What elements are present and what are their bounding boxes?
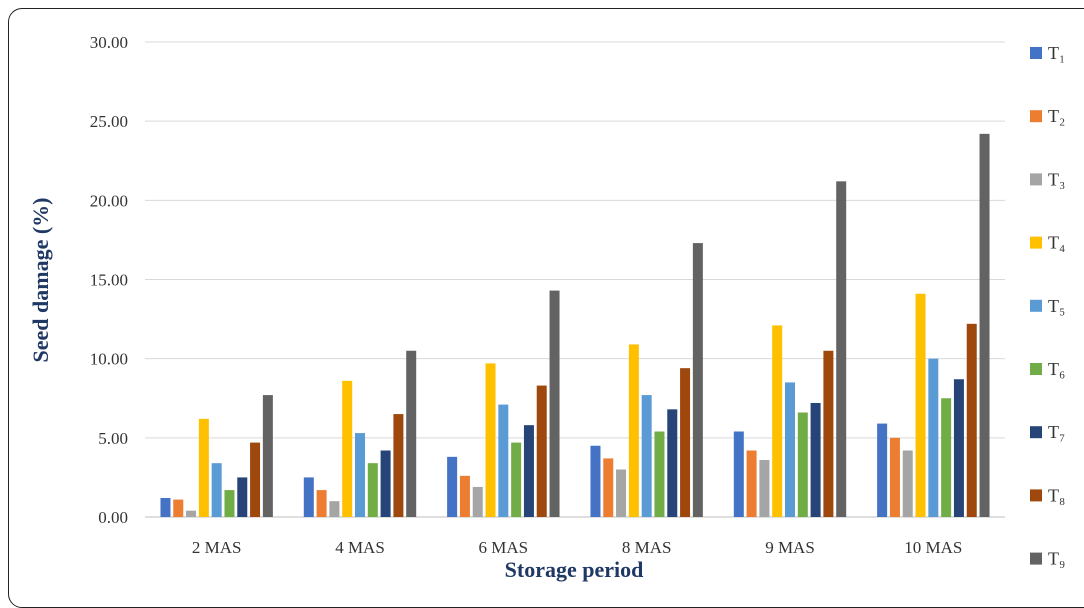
legend-swatch xyxy=(1030,173,1042,186)
legend-label: T₃ xyxy=(1048,169,1065,189)
x-tick-label: 6 MAS xyxy=(479,538,529,557)
bar-2-mas-series-7 xyxy=(237,477,248,517)
legend-swatch xyxy=(1030,426,1042,439)
bar-6-mas-series-2 xyxy=(459,475,470,517)
bar-2-mas-series-5 xyxy=(211,463,222,517)
bar-2-mas-series-9 xyxy=(262,395,273,517)
bar-9-mas-series-9 xyxy=(836,181,847,518)
bar-4-mas-series-6 xyxy=(367,463,378,517)
x-tick-label: 9 MAS xyxy=(765,538,815,557)
x-tick-label: 10 MAS xyxy=(904,538,962,557)
bar-8-mas-series-1 xyxy=(590,445,601,517)
y-tick-label: 25.00 xyxy=(90,112,128,131)
bar-2-mas-series-1 xyxy=(160,498,171,517)
bar-10-mas-series-1 xyxy=(877,423,888,517)
legend-label: T₉ xyxy=(1048,549,1065,569)
bar-2-mas-series-2 xyxy=(173,499,184,517)
bar-4-mas-series-3 xyxy=(329,501,340,517)
y-tick-label: 15.00 xyxy=(90,271,128,290)
bar-2-mas-series-8 xyxy=(250,442,261,517)
legend-swatch xyxy=(1030,552,1042,565)
bar-4-mas-series-8 xyxy=(393,414,404,517)
bar-6-mas-series-5 xyxy=(498,404,509,517)
bar-2-mas-series-4 xyxy=(198,418,209,517)
x-tick-label: 2 MAS xyxy=(192,538,242,557)
bar-6-mas-series-9 xyxy=(549,290,560,517)
legend-label: T₈ xyxy=(1048,485,1065,505)
bar-10-mas-series-2 xyxy=(889,437,900,517)
bar-9-mas-series-4 xyxy=(772,325,783,517)
legend: T₁ T₂ T₃ T₄ T₅ T₆ T₇ T₈ T₉ xyxy=(1030,43,1065,569)
bar-10-mas-series-5 xyxy=(928,358,939,517)
legend-label: T₇ xyxy=(1048,422,1065,442)
y-tick-label: 5.00 xyxy=(98,429,128,448)
legend-label: T₅ xyxy=(1048,296,1065,316)
bar-8-mas-series-5 xyxy=(641,395,652,517)
y-tick-label: 30.00 xyxy=(90,33,128,52)
legend-label: T₆ xyxy=(1048,359,1065,379)
x-axis-ticks: 2 MAS 4 MAS 6 MAS 8 MAS 9 MAS 10 MAS xyxy=(192,538,963,557)
legend-swatch xyxy=(1030,47,1042,59)
bar-4-mas-series-2 xyxy=(316,490,327,517)
bar-6-mas-series-3 xyxy=(472,486,483,517)
bar-4-mas-series-1 xyxy=(303,477,314,517)
legend-label: T₂ xyxy=(1048,106,1065,126)
seed-damage-chart: 0.00 5.00 10.00 15.00 20.00 25.00 30.00 2 MAS 4… xyxy=(28,33,1065,582)
bar-4-mas-series-7 xyxy=(380,450,391,517)
bar-4-mas-series-4 xyxy=(342,380,353,517)
bar-8-mas-series-3 xyxy=(616,469,627,517)
bar-8-mas-series-9 xyxy=(692,243,703,518)
bar-9-mas-series-6 xyxy=(797,412,808,517)
bar-6-mas-series-4 xyxy=(485,363,496,517)
y-axis-title: Seed damage (%) xyxy=(28,198,53,363)
bar-9-mas-series-1 xyxy=(733,431,744,517)
bar-8-mas-series-8 xyxy=(680,368,691,517)
gridlines xyxy=(145,41,1005,518)
bar-8-mas-series-7 xyxy=(667,409,678,517)
bar-9-mas-series-7 xyxy=(810,403,821,517)
bar-10-mas-series-6 xyxy=(941,398,952,517)
bar-8-mas-series-2 xyxy=(603,458,614,517)
legend-swatch xyxy=(1030,236,1042,249)
bars xyxy=(160,133,990,518)
bar-2-mas-series-3 xyxy=(186,510,197,517)
x-tick-label: 4 MAS xyxy=(335,538,385,557)
bar-9-mas-series-8 xyxy=(823,350,834,517)
bar-6-mas-series-8 xyxy=(536,385,547,517)
bar-8-mas-series-4 xyxy=(628,344,639,517)
legend-swatch xyxy=(1030,363,1042,375)
bar-6-mas-series-6 xyxy=(511,442,522,517)
x-axis-title: Storage period xyxy=(505,557,644,582)
legend-swatch xyxy=(1030,110,1042,123)
bar-9-mas-series-3 xyxy=(759,460,770,517)
bar-10-mas-series-4 xyxy=(915,293,926,517)
bar-4-mas-series-9 xyxy=(406,350,417,517)
bar-9-mas-series-5 xyxy=(785,382,795,517)
legend-swatch xyxy=(1030,299,1042,312)
y-tick-label: 10.00 xyxy=(90,350,128,369)
bar-10-mas-series-8 xyxy=(966,323,977,517)
bar-9-mas-series-2 xyxy=(746,450,757,517)
y-tick-label: 0.00 xyxy=(98,508,128,527)
legend-label: T₁ xyxy=(1048,43,1065,63)
bar-8-mas-series-6 xyxy=(654,431,665,517)
bar-10-mas-series-7 xyxy=(953,379,964,517)
y-tick-label: 20.00 xyxy=(90,191,128,210)
y-axis-ticks: 0.00 5.00 10.00 15.00 20.00 25.00 30.00 xyxy=(90,33,128,527)
bar-2-mas-series-6 xyxy=(224,490,235,517)
legend-label: T₄ xyxy=(1048,233,1065,253)
bar-4-mas-series-5 xyxy=(355,433,365,517)
bar-6-mas-series-7 xyxy=(523,425,534,517)
bar-10-mas-series-3 xyxy=(902,450,913,517)
legend-swatch xyxy=(1030,489,1042,502)
bar-6-mas-series-1 xyxy=(447,456,458,517)
x-tick-label: 8 MAS xyxy=(622,538,672,557)
bar-10-mas-series-9 xyxy=(979,133,990,518)
